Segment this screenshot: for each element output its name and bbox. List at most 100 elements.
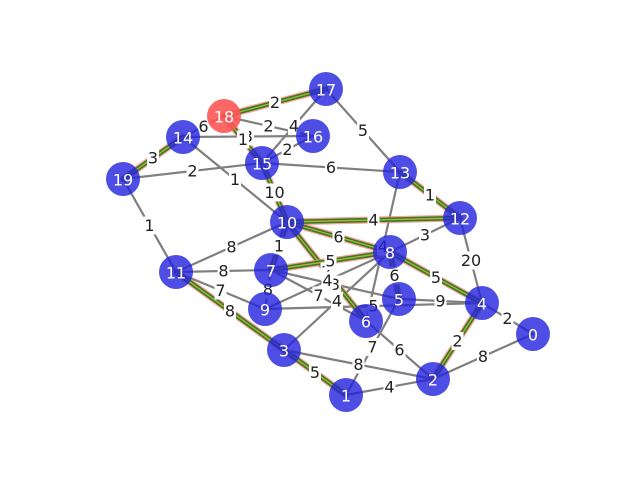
edge-weight-0-4: 2: [501, 309, 514, 328]
edge-weight-0-2: 8: [477, 347, 489, 366]
node-circle: [443, 201, 477, 235]
edge-weight-7-10: 1: [273, 237, 285, 256]
node-7[interactable]: 7: [254, 253, 288, 287]
edge-weight-15-19: 2: [186, 162, 199, 181]
node-label: 19: [113, 171, 133, 190]
node-14[interactable]: 14: [166, 120, 200, 154]
edge-weight-3-11: 8: [224, 302, 236, 321]
svg-text:2: 2: [502, 309, 512, 328]
edge-weight-13-15: 6: [325, 158, 337, 177]
node-label: 14: [173, 129, 193, 148]
svg-text:5: 5: [431, 268, 441, 287]
svg-text:3: 3: [330, 275, 340, 294]
edge-weight-11-9: 7: [214, 281, 227, 300]
node-label: 13: [390, 164, 410, 183]
svg-text:5: 5: [325, 252, 335, 271]
edge-weight-6-7: 7: [312, 286, 325, 305]
svg-text:1: 1: [230, 170, 240, 189]
node-circle: [465, 286, 499, 320]
node-6[interactable]: 6: [349, 304, 383, 338]
svg-text:6: 6: [333, 228, 343, 247]
node-11[interactable]: 11: [159, 255, 193, 289]
svg-text:2: 2: [187, 162, 197, 181]
edge-weight-15-16: 2: [281, 140, 294, 159]
node-circle: [166, 120, 200, 154]
svg-text:7: 7: [313, 286, 323, 305]
node-label: 7: [266, 262, 276, 281]
edge-weight-5-8: 6: [388, 266, 401, 285]
edge-weight-15-18: 1: [237, 130, 249, 149]
node-18[interactable]: 18: [207, 99, 241, 133]
node-17[interactable]: 17: [309, 72, 343, 106]
svg-text:8: 8: [353, 355, 363, 374]
node-label: 16: [303, 128, 323, 147]
edge-weight-1-5: 7: [366, 338, 379, 357]
svg-text:9: 9: [435, 292, 445, 311]
edge-weight-14-18: 6: [197, 117, 210, 136]
edge-weight-11-19: 1: [143, 216, 156, 235]
edge-weight-12-13: 1: [424, 186, 436, 205]
node-15[interactable]: 15: [245, 146, 279, 180]
svg-text:1: 1: [274, 237, 284, 256]
node-label: 15: [252, 155, 272, 174]
svg-text:2: 2: [263, 117, 273, 136]
svg-text:8: 8: [226, 238, 236, 257]
svg-text:6: 6: [394, 341, 404, 360]
node-circle: [416, 362, 450, 396]
edge-weight-labels: 8245826847552069274851384638410117165363…: [143, 93, 514, 397]
node-9[interactable]: 9: [248, 292, 282, 326]
node-4[interactable]: 4: [465, 286, 499, 320]
node-circle: [516, 317, 550, 351]
node-circle: [270, 205, 304, 239]
node-13[interactable]: 13: [383, 155, 417, 189]
edge-weight-1-3: 5: [309, 363, 321, 382]
node-label: 8: [385, 244, 395, 263]
node-1[interactable]: 1: [329, 378, 363, 412]
node-2[interactable]: 2: [416, 362, 450, 396]
svg-text:20: 20: [461, 251, 481, 270]
node-19[interactable]: 19: [106, 162, 140, 196]
svg-text:4: 4: [368, 211, 378, 230]
svg-text:7: 7: [215, 281, 225, 300]
edge-weight-16-18: 2: [262, 117, 275, 136]
svg-text:8: 8: [225, 302, 235, 321]
node-label: 3: [279, 342, 289, 361]
svg-text:3: 3: [420, 226, 430, 245]
node-10[interactable]: 10: [270, 205, 304, 239]
svg-text:1: 1: [425, 186, 435, 205]
node-circle: [106, 162, 140, 196]
svg-text:4: 4: [322, 271, 332, 290]
node-circle: [373, 235, 407, 269]
node-0[interactable]: 0: [516, 317, 550, 351]
node-16[interactable]: 16: [296, 119, 330, 153]
edge-weight-4-12: 20: [461, 251, 481, 270]
edge-weight-8-9: 4: [321, 271, 334, 290]
node-circle: [245, 146, 279, 180]
edge-weight-1-2: 4: [383, 378, 396, 397]
edge-weight-10-14: 1: [229, 170, 241, 189]
svg-text:6: 6: [198, 117, 208, 136]
edge-weight-3-8: 4: [331, 292, 343, 311]
node-5[interactable]: 5: [382, 282, 416, 316]
node-label: 4: [477, 295, 487, 314]
node-circle: [254, 253, 288, 287]
svg-text:5: 5: [310, 363, 320, 382]
node-label: 11: [166, 264, 186, 283]
node-circle: [309, 72, 343, 106]
node-3[interactable]: 3: [267, 333, 301, 367]
node-circle: [159, 255, 193, 289]
node-circle: [382, 282, 416, 316]
edge-weight-7-8: 5: [324, 252, 337, 271]
edge-weight-8-12: 3: [419, 226, 431, 245]
edge-weight-10-12: 4: [367, 211, 380, 230]
node-label: 9: [260, 301, 270, 320]
node-label: 5: [394, 291, 404, 310]
node-circle: [296, 119, 330, 153]
edge-weight-10-15: 10: [264, 183, 284, 202]
node-circle: [349, 304, 383, 338]
svg-text:2: 2: [452, 332, 462, 351]
node-8[interactable]: 8: [373, 235, 407, 269]
node-12[interactable]: 12: [443, 201, 477, 235]
svg-text:1: 1: [238, 130, 248, 149]
